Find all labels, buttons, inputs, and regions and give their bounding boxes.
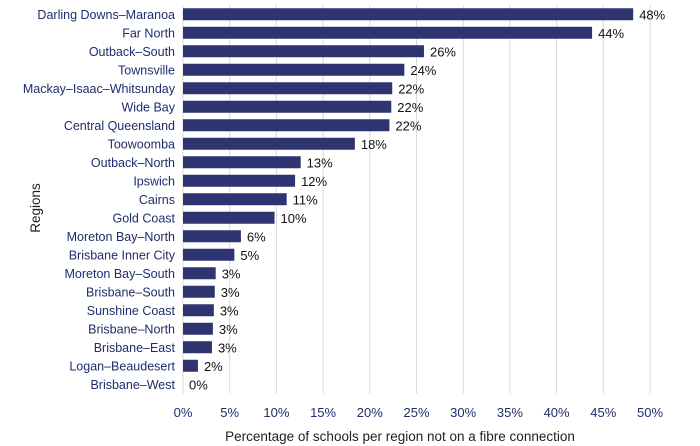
region-label: Far North	[122, 26, 175, 40]
bar	[183, 230, 241, 243]
bar	[183, 174, 296, 187]
data-label: 3%	[218, 340, 237, 355]
x-tick-label: 10%	[263, 405, 289, 420]
data-label: 26%	[430, 44, 456, 59]
y-axis-title: Regions	[28, 183, 43, 233]
data-label: 18%	[361, 137, 387, 152]
region-label: Logan–Beaudesert	[69, 359, 175, 373]
data-label: 11%	[293, 192, 318, 207]
x-tick-label: 20%	[357, 405, 383, 420]
region-label: Sunshine Coast	[87, 304, 176, 318]
bars	[183, 8, 634, 372]
bar	[183, 100, 392, 113]
bar	[183, 119, 390, 132]
bar	[183, 137, 355, 150]
region-label: Wide Bay	[122, 100, 176, 114]
region-label: Townsville	[118, 63, 175, 77]
x-tick-label: 35%	[497, 405, 523, 420]
data-label: 48%	[639, 7, 665, 22]
data-label: 22%	[397, 100, 423, 115]
x-axis-ticks: 0% 5% 10% 15% 20% 25% 30% 35% 40% 45% 50%	[174, 405, 664, 420]
data-labels: 48% 44% 26% 24% 22% 22% 22% 18% 13% 12% 11% 10% 6% 5%…	[189, 7, 666, 392]
bar	[183, 285, 215, 298]
data-label: 3%	[221, 285, 240, 300]
data-label: 22%	[395, 118, 421, 133]
region-label: Brisbane–East	[94, 341, 176, 355]
bar	[183, 63, 405, 76]
data-label: 44%	[598, 26, 624, 41]
x-tick-label: 50%	[637, 405, 663, 420]
region-label: Cairns	[139, 193, 175, 207]
region-label: Darling Downs–Maranoa	[37, 8, 175, 22]
data-label: 13%	[307, 155, 333, 170]
region-label: Moreton Bay–North	[67, 230, 175, 244]
region-label: Toowoomba	[108, 137, 175, 151]
bar	[183, 193, 287, 206]
x-tick-label: 25%	[403, 405, 429, 420]
data-label: 3%	[219, 322, 238, 337]
bar	[183, 211, 275, 224]
region-label: Brisbane–West	[90, 378, 175, 392]
bar	[183, 341, 212, 354]
bar	[183, 248, 235, 261]
x-tick-label: 45%	[590, 405, 616, 420]
x-tick-label: 0%	[174, 405, 193, 420]
x-axis-title: Percentage of schools per region not on …	[225, 429, 575, 444]
bar	[183, 156, 301, 169]
bar	[183, 267, 216, 280]
data-label: 5%	[240, 248, 259, 263]
region-label: Mackay–Isaac–Whitsunday	[23, 82, 176, 96]
x-tick-label: 5%	[220, 405, 239, 420]
bar	[183, 26, 593, 39]
bar	[183, 82, 393, 95]
region-label: Central Queensland	[64, 119, 175, 133]
data-label: 2%	[204, 359, 223, 374]
data-label: 12%	[301, 174, 327, 189]
region-label: Brisbane Inner City	[69, 248, 176, 262]
region-label: Moreton Bay–South	[65, 267, 176, 281]
data-label: 3%	[220, 303, 239, 318]
bar	[183, 359, 198, 372]
data-label: 22%	[398, 81, 424, 96]
data-label: 24%	[410, 63, 436, 78]
data-label: 6%	[247, 229, 266, 244]
data-label: 10%	[281, 211, 307, 226]
region-label: Brisbane–North	[88, 322, 175, 336]
data-label: 0%	[189, 377, 208, 392]
bar	[183, 45, 424, 58]
bar	[183, 322, 213, 335]
region-label: Outback–South	[89, 45, 175, 59]
x-tick-label: 40%	[544, 405, 570, 420]
x-tick-label: 15%	[310, 405, 336, 420]
region-label: Outback–North	[91, 156, 175, 170]
x-tick-label: 30%	[450, 405, 476, 420]
bar	[183, 8, 634, 21]
data-label: 3%	[222, 266, 241, 281]
region-label: Gold Coast	[112, 211, 175, 225]
region-label: Brisbane–South	[86, 285, 175, 299]
region-labels: Darling Downs–Maranoa Far North Outback–So…	[23, 8, 176, 392]
region-label: Ipswich	[133, 174, 175, 188]
bar	[183, 304, 214, 317]
